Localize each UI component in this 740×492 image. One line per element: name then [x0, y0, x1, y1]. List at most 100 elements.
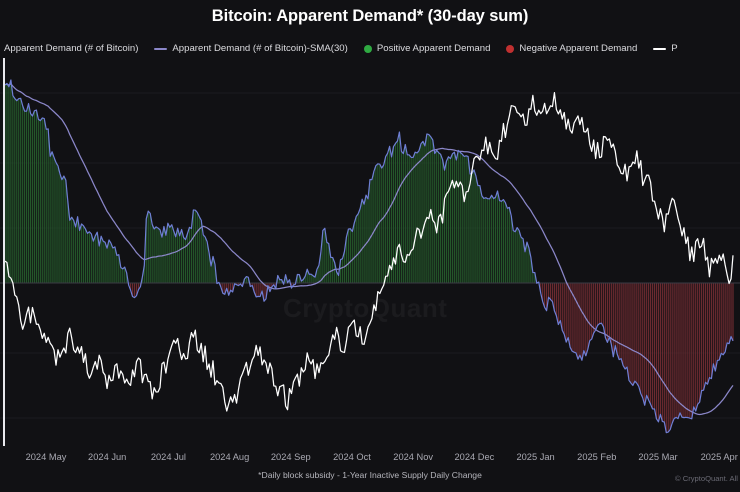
positive-demand-bar [381, 168, 383, 283]
negative-demand-bar [555, 283, 557, 316]
positive-demand-bar [361, 199, 363, 283]
positive-demand-bar [443, 170, 446, 283]
x-axis-tick: 2024 May [25, 452, 67, 462]
positive-demand-bar [365, 195, 367, 283]
positive-demand-bar [182, 237, 185, 283]
x-axis-tick: 2024 Dec [454, 452, 495, 462]
positive-demand-bar [55, 162, 57, 283]
positive-demand-bar [29, 113, 32, 284]
positive-demand-bar [306, 269, 308, 283]
positive-demand-bar [475, 176, 477, 283]
positive-demand-bar [279, 279, 281, 283]
positive-demand-bar [447, 156, 450, 283]
positive-demand-bar [436, 150, 438, 283]
positive-demand-bar [373, 171, 375, 283]
negative-demand-bar [549, 283, 552, 300]
positive-demand-bar [147, 211, 149, 283]
positive-demand-bar [92, 241, 94, 283]
positive-demand-bar [77, 216, 79, 283]
negative-demand-bar [255, 283, 257, 297]
positive-demand-bar [349, 228, 351, 283]
positive-demand-bar [82, 225, 85, 283]
legend-item-negative-apparent-demand[interactable]: Negative Apparent Demand [506, 43, 637, 55]
negative-demand-bar [612, 283, 614, 357]
negative-demand-bar [644, 283, 646, 406]
positive-demand-bar [63, 176, 65, 283]
negative-demand-bar [724, 283, 726, 352]
positive-demand-bar [245, 276, 247, 283]
positive-demand-bar [477, 185, 479, 283]
positive-demand-bar [37, 119, 39, 283]
negative-demand-bar [716, 283, 718, 361]
negative-demand-bar [655, 283, 658, 419]
positive-demand-bar [316, 269, 318, 283]
positive-demand-bar [35, 110, 37, 283]
legend-label: Apparent Demand (# of Bitcoin) [4, 42, 139, 54]
positive-demand-bar [398, 132, 401, 283]
positive-demand-bar [71, 217, 73, 283]
positive-demand-bar [416, 152, 418, 283]
positive-demand-bar [408, 154, 410, 283]
positive-demand-bar [61, 179, 63, 283]
negative-demand-bar [224, 283, 226, 295]
negative-demand-bar [661, 283, 663, 422]
negative-demand-bar [577, 283, 579, 360]
positive-demand-bar [375, 165, 377, 283]
legend-item-price[interactable]: P [653, 43, 678, 55]
positive-demand-bar [493, 198, 495, 283]
positive-demand-bar [157, 228, 159, 283]
positive-demand-bar [98, 246, 100, 283]
negative-demand-bar [267, 283, 269, 286]
negative-demand-bar [671, 283, 673, 424]
negative-demand-bar [597, 283, 599, 326]
positive-demand-bar [469, 174, 471, 283]
positive-demand-bar [31, 116, 34, 283]
positive-demand-bar [18, 98, 20, 283]
positive-demand-bar [206, 241, 208, 283]
positive-demand-bar [124, 267, 126, 283]
positive-demand-bar [49, 156, 51, 283]
positive-demand-bar [526, 242, 528, 283]
positive-demand-bar [177, 228, 179, 283]
positive-demand-bar [51, 151, 53, 283]
negative-demand-bar [292, 283, 295, 286]
positive-demand-bar [145, 218, 147, 283]
positive-demand-bar [143, 265, 145, 283]
negative-demand-bar [129, 283, 132, 291]
positive-demand-bar [451, 153, 453, 283]
positive-demand-bar [59, 173, 61, 283]
positive-demand-bar [41, 117, 43, 283]
positive-demand-bar [200, 220, 202, 283]
negative-demand-bar [235, 283, 238, 285]
positive-demand-bar [208, 252, 210, 283]
positive-demand-bar [363, 204, 365, 283]
negative-demand-bar [622, 283, 624, 366]
legend-item-apparent-demand-sma[interactable]: Apparent Demand (# of Bitcoin)-SMA(30) [154, 43, 348, 55]
positive-demand-bar [175, 236, 177, 283]
positive-demand-bar [298, 274, 300, 283]
negative-demand-bar [557, 283, 559, 325]
legend-item-apparent-demand[interactable]: Apparent Demand (# of Bitcoin) [0, 43, 138, 55]
positive-demand-bar [326, 242, 328, 283]
legend-item-positive-apparent-demand[interactable]: Positive Apparent Demand [363, 43, 490, 55]
positive-demand-bar [379, 164, 381, 283]
negative-demand-bar [271, 283, 273, 287]
positive-demand-bar [353, 223, 355, 283]
positive-demand-bar [432, 139, 434, 283]
negative-demand-bar [575, 283, 577, 353]
negative-demand-bar [651, 283, 654, 409]
positive-demand-bar [336, 271, 338, 283]
negative-demand-bar [573, 283, 575, 353]
positive-demand-bar [485, 197, 487, 283]
positive-demand-bar [8, 86, 10, 283]
dot-marker-icon [506, 44, 515, 53]
positive-demand-bar [487, 198, 489, 283]
positive-demand-bar [412, 157, 414, 283]
plot-area: CryptoQuant [0, 58, 740, 446]
negative-demand-bar [706, 283, 709, 385]
positive-demand-bar [463, 156, 465, 283]
x-axis-tick: 2025 Feb [577, 452, 617, 462]
negative-demand-bar [642, 283, 644, 398]
positive-demand-bar [153, 229, 155, 283]
